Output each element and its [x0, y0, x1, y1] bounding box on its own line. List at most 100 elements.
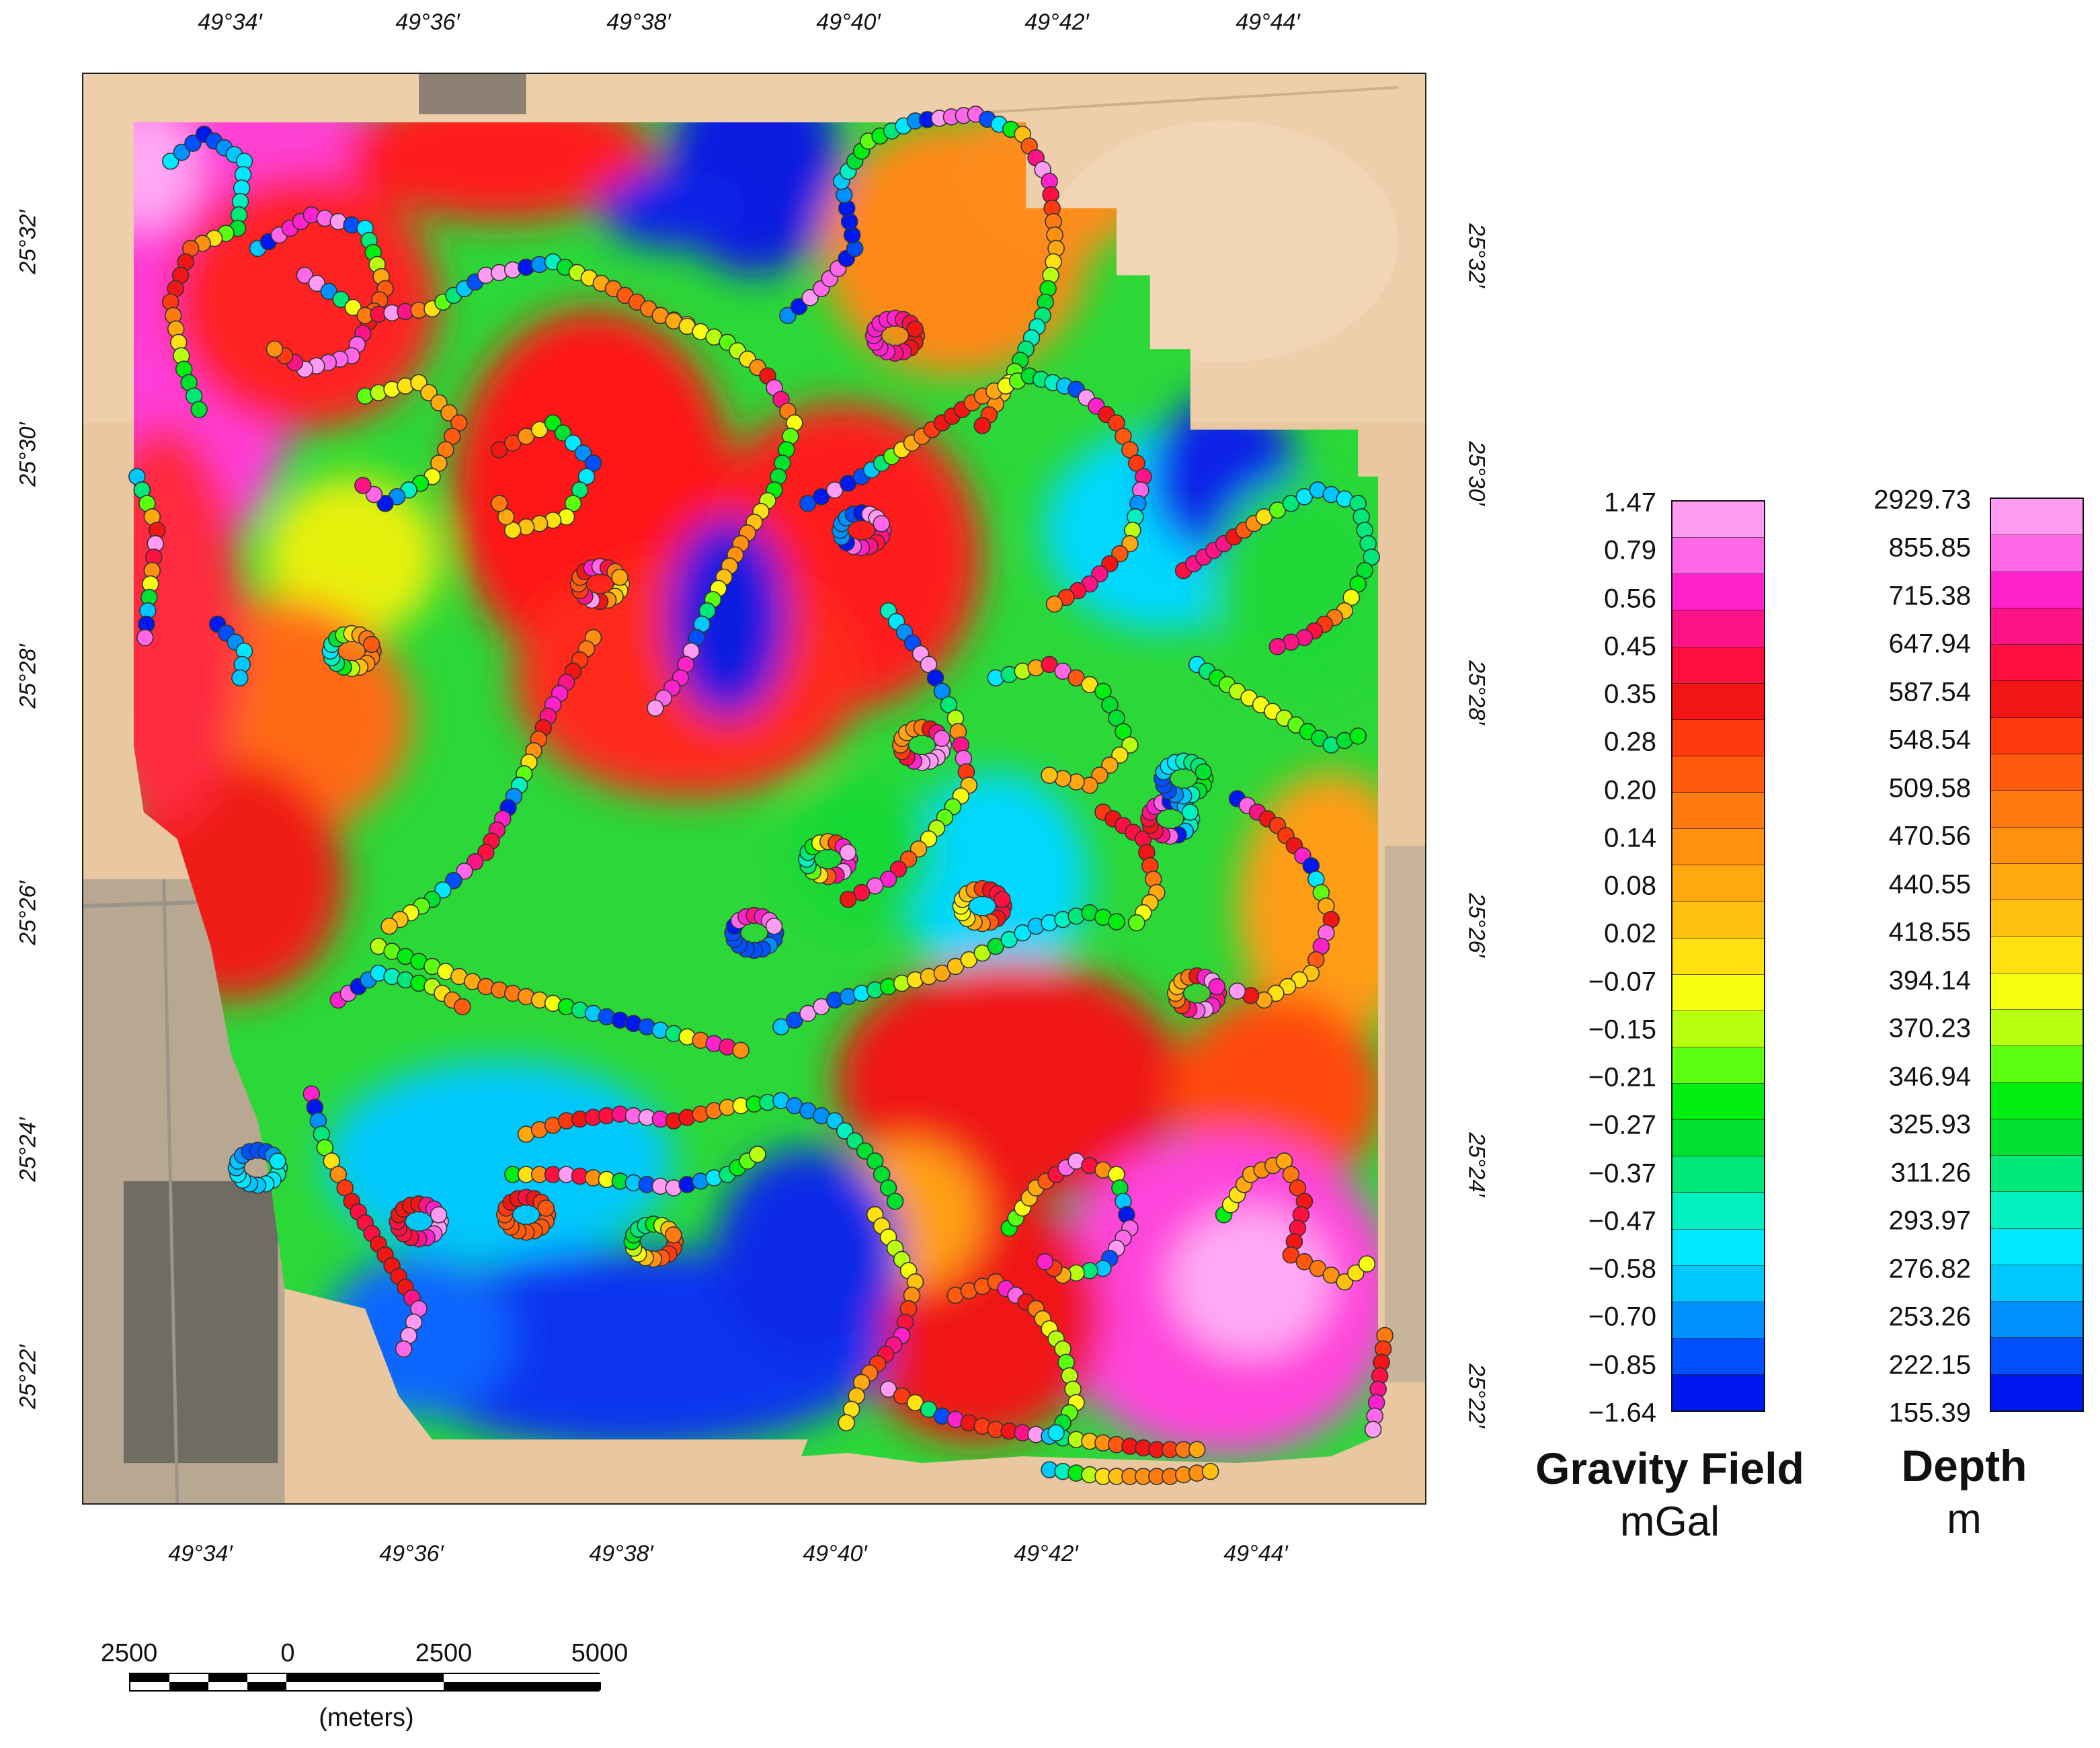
- legend-label: 370.23: [1888, 1013, 1971, 1043]
- left-lat-tick: 25°22′: [15, 1345, 41, 1409]
- legend-swatch: [1991, 937, 2083, 974]
- legend-swatch: [1991, 645, 2083, 682]
- survey-station-marker: [839, 890, 857, 908]
- survey-station-marker: [184, 134, 202, 152]
- legend-swatch: [1991, 1082, 2083, 1119]
- survey-station-marker: [584, 454, 602, 472]
- survey-station-marker: [1188, 1441, 1206, 1458]
- legend-swatch: [1672, 610, 1764, 647]
- survey-station-marker: [430, 1206, 448, 1224]
- survey-station-marker: [1121, 441, 1139, 459]
- survey-station-marker: [161, 152, 179, 170]
- survey-station-marker: [1081, 676, 1098, 694]
- survey-station-marker: [296, 266, 314, 284]
- left-lat-tick: 25°30′: [15, 422, 41, 487]
- survey-station-marker: [1255, 508, 1273, 526]
- legend-label: 0.45: [1604, 631, 1656, 662]
- right-lat-tick: 25°28′: [1463, 660, 1490, 725]
- survey-station-marker: [1000, 930, 1018, 949]
- survey-station-marker: [336, 1179, 354, 1197]
- survey-station-marker: [960, 951, 978, 969]
- survey-station-marker: [765, 917, 783, 935]
- survey-station-marker: [1295, 1253, 1314, 1271]
- left-lat-tick: 25°26′: [15, 881, 41, 945]
- survey-station-marker: [517, 428, 535, 445]
- legend-swatch: [1991, 571, 2083, 608]
- survey-station-marker: [879, 1380, 897, 1398]
- survey-station-marker: [852, 883, 871, 902]
- legend-label: −0.70: [1588, 1302, 1656, 1332]
- survey-station-marker: [994, 891, 1011, 908]
- legend-swatch: [1991, 535, 2083, 572]
- survey-station-marker: [801, 288, 819, 307]
- legend-label: −0.07: [1588, 967, 1656, 997]
- survey-station-marker: [329, 1166, 348, 1183]
- survey-station-marker: [906, 320, 924, 338]
- survey-station-marker: [873, 1166, 891, 1183]
- survey-station-marker: [1108, 709, 1125, 727]
- survey-station-marker: [1342, 588, 1360, 606]
- legend-swatch: [1991, 499, 2083, 536]
- survey-station-marker: [1045, 595, 1063, 613]
- legend-swatch: [1672, 1120, 1764, 1157]
- legend-swatch: [1991, 900, 2083, 937]
- survey-station-marker: [866, 877, 884, 895]
- survey-station-marker: [537, 1199, 555, 1217]
- scale-number: 0: [280, 1639, 295, 1667]
- survey-station-marker: [779, 307, 797, 325]
- survey-station-marker: [1014, 924, 1031, 942]
- legend-label: 346.94: [1888, 1062, 1971, 1092]
- survey-station-marker: [1336, 1273, 1354, 1291]
- survey-station-marker: [444, 428, 461, 445]
- legend-label: 155.39: [1888, 1398, 1971, 1428]
- survey-station-marker: [1347, 1264, 1365, 1282]
- legend-label: 253.26: [1888, 1302, 1971, 1332]
- legend-label: 548.54: [1888, 725, 1971, 755]
- survey-station-marker: [1363, 548, 1380, 566]
- legend-swatch: [1672, 647, 1764, 684]
- survey-station-marker: [1289, 1179, 1307, 1197]
- survey-station-marker: [1295, 488, 1314, 506]
- bottom-lon-tick: 49°34′: [168, 1541, 233, 1566]
- survey-station-marker: [866, 1152, 884, 1170]
- survey-station-marker: [772, 1018, 790, 1036]
- top-lon-tick: 49°44′: [1236, 9, 1300, 35]
- survey-station-marker: [190, 401, 208, 418]
- survey-station-marker: [1128, 454, 1145, 472]
- survey-station-marker: [450, 414, 468, 432]
- bottom-lon-tick: 49°44′: [1223, 1541, 1288, 1566]
- scale-bar-segment: [247, 1682, 286, 1690]
- survey-station-marker: [323, 1152, 341, 1170]
- legend-swatch: [1672, 1084, 1764, 1121]
- legend-label: 470.56: [1888, 821, 1971, 851]
- legend-swatch: [1672, 938, 1764, 975]
- legend-label: 0.35: [1604, 679, 1656, 709]
- survey-station-marker: [354, 477, 372, 494]
- legend-swatch: [1991, 1374, 2083, 1411]
- scale-bar-segment: [247, 1674, 286, 1682]
- map-canvas: [83, 74, 1425, 1503]
- legend-swatch: [1991, 1338, 2083, 1375]
- survey-station-marker: [320, 282, 338, 301]
- legend-swatch: [1672, 1302, 1764, 1339]
- survey-station-marker: [1358, 1255, 1376, 1273]
- survey-station-marker: [530, 421, 549, 438]
- legend-label: 0.02: [1604, 918, 1656, 949]
- legend-swatch: [1991, 973, 2083, 1010]
- survey-station-marker: [879, 1179, 897, 1197]
- legend-label: 2929.73: [1873, 485, 1971, 515]
- survey-station-marker: [1036, 1253, 1054, 1271]
- survey-station-marker: [838, 1414, 855, 1432]
- survey-station-marker: [454, 998, 471, 1016]
- legend-swatch: [1991, 827, 2083, 864]
- depth-legend-unit: m: [1947, 1496, 1982, 1542]
- legend-label: 1.47: [1604, 487, 1656, 518]
- legend-swatch: [1672, 902, 1764, 939]
- survey-station-marker: [786, 1011, 803, 1029]
- map-frame[interactable]: [82, 73, 1426, 1505]
- survey-station-marker: [503, 521, 522, 539]
- bottom-lon-tick: 49°36′: [379, 1541, 444, 1566]
- scale-bar-segment: [130, 1682, 169, 1690]
- scale-bar-segment: [286, 1682, 444, 1690]
- survey-station-marker: [839, 844, 857, 861]
